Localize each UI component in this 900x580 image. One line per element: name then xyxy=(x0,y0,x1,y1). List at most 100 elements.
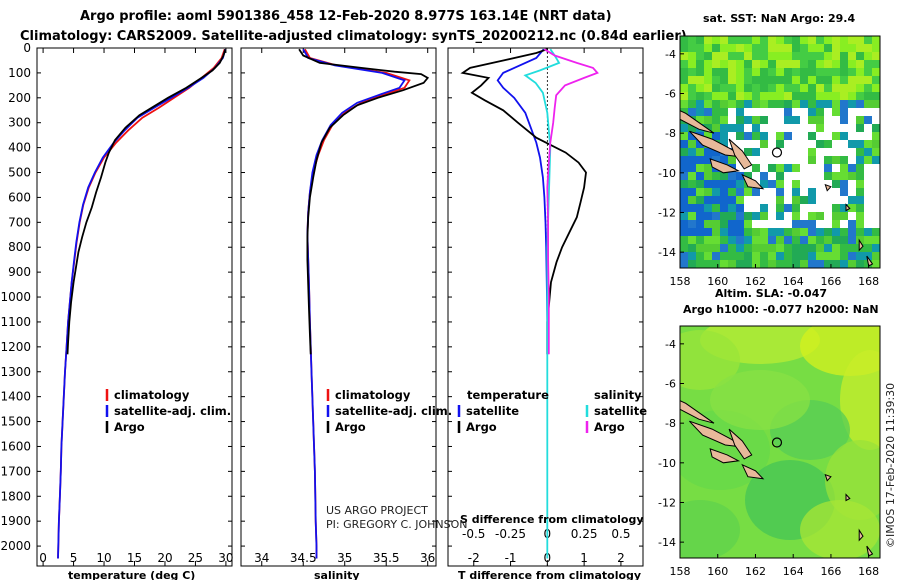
sst-cell xyxy=(872,124,880,132)
sst-cell xyxy=(824,76,832,84)
sst-cell xyxy=(832,36,840,44)
sst-cell xyxy=(864,84,872,92)
sst-cell xyxy=(848,228,856,236)
sst-cell xyxy=(816,228,824,236)
sst-cell xyxy=(856,236,864,244)
sst-cell xyxy=(680,140,688,148)
sst-cell xyxy=(736,244,744,252)
sst-cell xyxy=(864,100,872,108)
sst-cell xyxy=(792,68,800,76)
sst-cell xyxy=(688,132,696,140)
sst-cell xyxy=(712,92,720,100)
sst-cell xyxy=(832,260,840,268)
sst-cell xyxy=(784,60,792,68)
sst-cell xyxy=(792,196,800,204)
sst-cell xyxy=(832,252,840,260)
sst-cell xyxy=(760,60,768,68)
sst-cell xyxy=(872,244,880,252)
legend-label-t-satellite: satellite xyxy=(466,404,519,418)
sst-cell xyxy=(680,124,688,132)
sst-cell xyxy=(792,92,800,100)
sst-cell xyxy=(736,236,744,244)
sst-cell xyxy=(744,188,752,196)
sst-cell xyxy=(792,252,800,260)
sst-cell xyxy=(728,124,736,132)
sst-cell xyxy=(784,76,792,84)
sst-cell xyxy=(784,164,792,172)
map-lat-label: -6 xyxy=(665,88,676,101)
x-tick-label: 5 xyxy=(70,551,78,565)
sst-cell xyxy=(736,108,744,116)
map-lat-label: -12 xyxy=(658,496,676,509)
sst-cell xyxy=(736,180,744,188)
sst-cell xyxy=(840,236,848,244)
map-lon-label: 166 xyxy=(820,565,841,578)
sst-cell xyxy=(824,236,832,244)
sst-cell xyxy=(792,44,800,52)
sst-cell xyxy=(728,252,736,260)
sst-cell xyxy=(760,76,768,84)
sst-cell xyxy=(832,52,840,60)
sst-cell xyxy=(680,132,688,140)
map-lon-label: 168 xyxy=(858,565,879,578)
sst-cell xyxy=(744,236,752,244)
sst-cell xyxy=(856,252,864,260)
sst-cell xyxy=(848,236,856,244)
depth-tick-label: 1600 xyxy=(0,439,31,453)
sst-cell xyxy=(688,196,696,204)
sst-cell xyxy=(680,196,688,204)
sst-cell xyxy=(728,100,736,108)
sst-cell xyxy=(744,60,752,68)
sst-cell xyxy=(792,212,800,220)
sst-cell xyxy=(752,92,760,100)
sst-cell xyxy=(856,60,864,68)
sst-cell xyxy=(808,76,816,84)
float-position-marker xyxy=(771,147,783,158)
sst-cell xyxy=(856,204,864,212)
sst-cell xyxy=(848,204,856,212)
sst-cell xyxy=(832,60,840,68)
sst-cell xyxy=(808,252,816,260)
sst-cell xyxy=(840,188,848,196)
float-position-marker xyxy=(771,437,783,448)
sst-map xyxy=(680,36,880,268)
sst-cell xyxy=(792,180,800,188)
sst-cell xyxy=(680,68,688,76)
sst-cell xyxy=(712,252,720,260)
x-tick-label: 36 xyxy=(420,551,435,565)
sst-cell xyxy=(720,132,728,140)
sst-cell xyxy=(784,228,792,236)
map-lon-label: 166 xyxy=(820,275,841,288)
sst-cell xyxy=(712,196,720,204)
sst-cell xyxy=(832,108,840,116)
sst-cell xyxy=(704,44,712,52)
map-lat-label: -10 xyxy=(658,457,676,470)
series-salinity-argo xyxy=(543,48,599,355)
legend-title-salinity: salinity xyxy=(594,388,642,402)
sst-cell xyxy=(728,228,736,236)
sst-cell xyxy=(704,172,712,180)
sst-cell xyxy=(712,60,720,68)
sst-cell xyxy=(800,260,808,268)
t-difference-axis-label: T difference from climatology xyxy=(458,569,641,580)
sst-map-frame xyxy=(679,35,881,269)
sst-cell xyxy=(864,76,872,84)
salinity-x-axis: 34 34.5 35 35.5 36 xyxy=(254,48,435,566)
x-tick-label: 20 xyxy=(157,551,172,565)
sst-cell xyxy=(856,172,864,180)
x-tick-label: 25 xyxy=(188,551,203,565)
x-tick-label: 35.5 xyxy=(373,551,400,565)
island xyxy=(824,473,832,482)
sst-cell xyxy=(824,36,832,44)
depth-tick-label: 800 xyxy=(8,240,31,254)
sst-cell xyxy=(824,92,832,100)
sst-cell xyxy=(696,236,704,244)
sst-cell xyxy=(712,228,720,236)
sst-cell xyxy=(680,260,688,268)
sst-cell xyxy=(752,76,760,84)
island xyxy=(728,428,753,460)
sst-cell xyxy=(848,244,856,252)
sst-cell xyxy=(832,132,840,140)
sst-cell xyxy=(808,188,816,196)
sst-cell xyxy=(856,52,864,60)
